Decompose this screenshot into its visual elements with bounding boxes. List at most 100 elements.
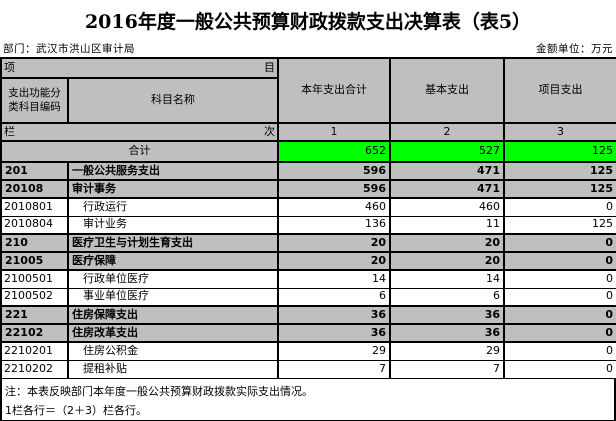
row-code: 221 bbox=[0, 305, 69, 325]
row-name: 一般公共服务支出 bbox=[67, 161, 279, 181]
row-value-2: 7 bbox=[389, 359, 505, 379]
row-name: 医疗卫生与计划生育支出 bbox=[67, 233, 279, 253]
row-name: 审计事务 bbox=[67, 179, 279, 199]
row-value-1: 36 bbox=[277, 305, 391, 325]
lanci-cell: 栏 次 bbox=[0, 122, 279, 142]
footnote-line-2: 1栏各行＝（2＋3）栏各行。 bbox=[5, 403, 147, 417]
row-value-1: 460 bbox=[277, 197, 391, 217]
footnote-line-1: 注：本表反映部门本年度一般公共预算财政拨款实际支出情况。 bbox=[5, 384, 313, 398]
row-value-1: 136 bbox=[277, 215, 391, 235]
row-value-1: 36 bbox=[277, 323, 391, 343]
unit-label: 金额单位：万元 bbox=[536, 43, 613, 55]
row-value-2: 14 bbox=[389, 269, 505, 289]
row-value-3: 0 bbox=[503, 323, 616, 343]
header-row-item: 项 目 本年支出合计 基本支出 项目支出 bbox=[0, 57, 616, 124]
department-label: 部门：武汉市洪山区审计局 bbox=[3, 43, 135, 55]
col-index-2: 2 bbox=[389, 122, 505, 142]
row-value-2: 6 bbox=[389, 287, 505, 307]
row-code: 2210201 bbox=[0, 341, 69, 361]
row-code: 201 bbox=[0, 161, 69, 181]
footnotes: 注：本表反映部门本年度一般公共预算财政拨款实际支出情况。 1栏各行＝（2＋3）栏… bbox=[0, 378, 616, 421]
expenditure-table: 项 目 本年支出合计 基本支出 项目支出 支出功能分类科目编码 科目名称 栏 次… bbox=[0, 57, 616, 379]
ci-label: 次 bbox=[264, 124, 275, 138]
row-value-3: 0 bbox=[503, 269, 616, 289]
row-value-1: 20 bbox=[277, 233, 391, 253]
row-value-3: 0 bbox=[503, 197, 616, 217]
row-value-2: 471 bbox=[389, 179, 505, 199]
row-code: 2100502 bbox=[0, 287, 69, 307]
page-title: 2016年度一般公共预算财政拨款支出决算表（表5） bbox=[84, 11, 532, 33]
total-value-3: 125 bbox=[503, 140, 616, 163]
row-name: 医疗保障 bbox=[67, 251, 279, 271]
col-index-3: 3 bbox=[503, 122, 616, 142]
row-value-3: 0 bbox=[503, 305, 616, 325]
table-row-total: 合计 652 527 125 bbox=[0, 140, 616, 163]
row-name: 行政单位医疗 bbox=[67, 269, 279, 289]
header-row-index: 栏 次 1 2 3 bbox=[0, 122, 616, 142]
table-row-detail: 2100502 事业单位医疗 6 6 0 bbox=[0, 287, 616, 307]
col-header-project: 项目支出 bbox=[503, 57, 616, 124]
row-name: 行政运行 bbox=[67, 197, 279, 217]
table-row-section: 20108 审计事务 596 471 125 bbox=[0, 179, 616, 199]
row-value-2: 471 bbox=[389, 161, 505, 181]
row-value-3: 125 bbox=[503, 161, 616, 181]
row-value-1: 596 bbox=[277, 179, 391, 199]
row-value-1: 20 bbox=[277, 251, 391, 271]
row-value-3: 0 bbox=[503, 359, 616, 379]
table-row-section: 210 医疗卫生与计划生育支出 20 20 0 bbox=[0, 233, 616, 253]
col-header-basic: 基本支出 bbox=[389, 57, 505, 124]
row-value-1: 596 bbox=[277, 161, 391, 181]
row-name: 提租补贴 bbox=[67, 359, 279, 379]
table-row-detail: 2010801 行政运行 460 460 0 bbox=[0, 197, 616, 217]
table-row-detail: 2210202 提租补贴 7 7 0 bbox=[0, 359, 616, 379]
total-label: 合计 bbox=[0, 140, 279, 163]
row-value-2: 29 bbox=[389, 341, 505, 361]
row-code: 2210202 bbox=[0, 359, 69, 379]
row-value-3: 0 bbox=[503, 233, 616, 253]
row-value-3: 125 bbox=[503, 179, 616, 199]
row-value-1: 7 bbox=[277, 359, 391, 379]
lan-label: 栏 bbox=[4, 124, 15, 138]
row-value-2: 20 bbox=[389, 251, 505, 271]
table-row-section: 221 住房保障支出 36 36 0 bbox=[0, 305, 616, 325]
row-value-2: 36 bbox=[389, 323, 505, 343]
row-code: 21005 bbox=[0, 251, 69, 271]
total-value-1: 652 bbox=[277, 140, 391, 163]
row-value-2: 36 bbox=[389, 305, 505, 325]
row-name: 住房保障支出 bbox=[67, 305, 279, 325]
row-name: 住房公积金 bbox=[67, 341, 279, 361]
table-row-detail: 2100501 行政单位医疗 14 14 0 bbox=[0, 269, 616, 289]
row-value-2: 460 bbox=[389, 197, 505, 217]
col-header-code: 支出功能分类科目编码 bbox=[0, 77, 69, 124]
table-row-section: 22102 住房改革支出 36 36 0 bbox=[0, 323, 616, 343]
col-header-total: 本年支出合计 bbox=[277, 57, 391, 124]
row-name: 住房改革支出 bbox=[67, 323, 279, 343]
row-value-3: 0 bbox=[503, 287, 616, 307]
row-value-3: 125 bbox=[503, 215, 616, 235]
col-header-subject: 科目名称 bbox=[67, 77, 279, 124]
row-code: 210 bbox=[0, 233, 69, 253]
row-code: 2100501 bbox=[0, 269, 69, 289]
row-name: 审计业务 bbox=[67, 215, 279, 235]
row-code: 2010801 bbox=[0, 197, 69, 217]
row-value-3: 0 bbox=[503, 341, 616, 361]
row-value-1: 29 bbox=[277, 341, 391, 361]
row-name: 事业单位医疗 bbox=[67, 287, 279, 307]
row-code: 20108 bbox=[0, 179, 69, 199]
row-value-1: 14 bbox=[277, 269, 391, 289]
table-row-detail: 2210201 住房公积金 29 29 0 bbox=[0, 341, 616, 361]
table-row-section: 21005 医疗保障 20 20 0 bbox=[0, 251, 616, 271]
table-row-section: 201 一般公共服务支出 596 471 125 bbox=[0, 161, 616, 181]
item-left-label: 项 bbox=[4, 60, 15, 74]
row-value-1: 6 bbox=[277, 287, 391, 307]
row-value-2: 20 bbox=[389, 233, 505, 253]
total-value-2: 527 bbox=[389, 140, 505, 163]
table-row-detail: 2010804 审计业务 136 11 125 bbox=[0, 215, 616, 235]
info-row: 部门：武汉市洪山区审计局 金额单位：万元 bbox=[0, 40, 616, 57]
header-row-subject: 支出功能分类科目编码 科目名称 bbox=[0, 77, 616, 124]
item-header-cell: 项 目 bbox=[0, 57, 279, 79]
row-value-2: 11 bbox=[389, 215, 505, 235]
row-code: 2010804 bbox=[0, 215, 69, 235]
item-right-label: 目 bbox=[264, 60, 275, 74]
